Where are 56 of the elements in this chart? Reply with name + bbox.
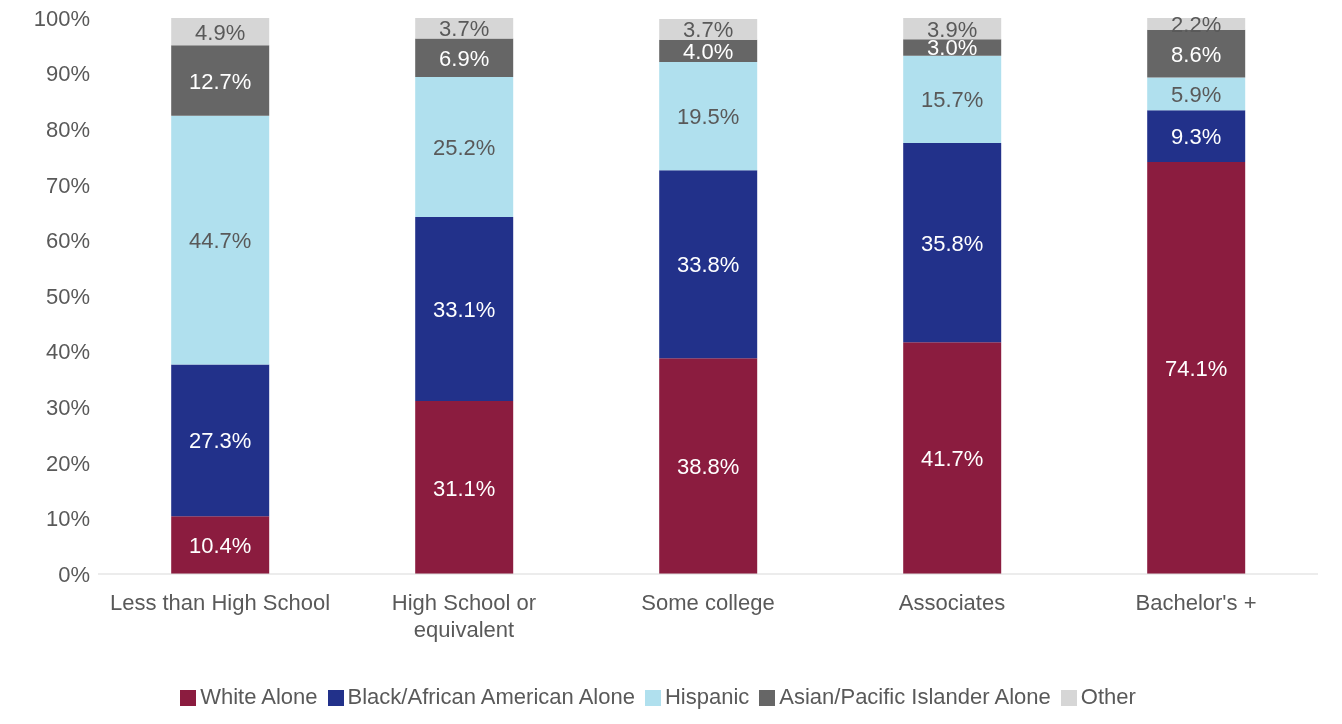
x-tick-label: Some college (641, 590, 775, 615)
data-label: 10.4% (189, 533, 252, 559)
data-label: 4.9% (195, 19, 246, 45)
bar (415, 217, 514, 402)
bar (171, 115, 270, 365)
legend-label: Other (1080, 684, 1136, 709)
bar (171, 516, 270, 574)
data-label: 6.9% (439, 45, 490, 71)
data-label: 8.6% (1171, 41, 1222, 67)
y-tick-label: 30% (45, 395, 90, 421)
bar (659, 358, 758, 574)
y-tick-label: 0% (58, 561, 90, 587)
data-label: 74.1% (1165, 356, 1228, 381)
bar (903, 143, 1002, 343)
y-tick-label: 20% (45, 450, 90, 476)
bar (659, 170, 758, 359)
bar (1147, 110, 1246, 162)
bar (903, 342, 1002, 574)
legend-label: Black/African American Alone (347, 684, 635, 709)
y-tick-label: 80% (45, 117, 90, 143)
y-tick-label: 40% (45, 339, 90, 365)
data-label: 19.5% (677, 104, 740, 130)
x-tick-label: Bachelor's + (1135, 590, 1257, 615)
bar (171, 45, 270, 116)
data-label: 25.2% (433, 134, 496, 160)
y-tick-label: 50% (45, 283, 90, 309)
y-tick-label: 100% (33, 5, 90, 31)
y-tick-label: 70% (45, 172, 90, 198)
data-label: 35.8% (921, 230, 984, 256)
data-label: 3.7% (439, 16, 490, 42)
data-label: 44.7% (189, 228, 252, 254)
data-label: 31.1% (433, 475, 496, 501)
legend-label: Hispanic (664, 684, 750, 709)
data-label: 38.8% (677, 454, 740, 480)
bar (415, 401, 514, 574)
x-tick-label: Less than High School (109, 590, 331, 615)
legend-label: White Alone (200, 684, 318, 709)
bar (659, 61, 758, 171)
y-tick-label: 10% (45, 506, 90, 532)
bar (171, 364, 270, 517)
x-tick-label: Associates (898, 590, 1006, 615)
data-label: 15.7% (921, 87, 984, 113)
data-label: 9.3% (1171, 124, 1222, 150)
data-label: 5.9% (1171, 81, 1222, 107)
bar (1147, 162, 1246, 574)
y-tick-label: 60% (45, 228, 90, 254)
y-tick-label: 90% (45, 61, 90, 87)
x-tick-label: High School or equivalent (391, 590, 537, 642)
data-label: 41.7% (921, 446, 984, 472)
bar (415, 76, 514, 218)
data-label: 33.8% (677, 252, 740, 278)
data-label: 12.7% (189, 68, 252, 94)
legend-label: Asian/Pacific Islander Alone (779, 684, 1051, 709)
bar (903, 55, 1002, 144)
data-label: 33.1% (433, 297, 496, 323)
data-label: 27.3% (189, 428, 252, 454)
